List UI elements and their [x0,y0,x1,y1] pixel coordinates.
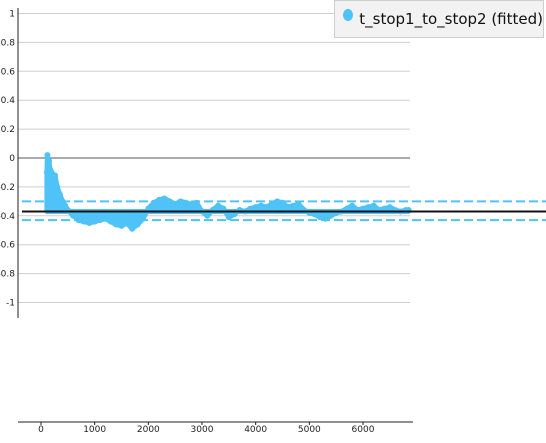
data-point [381,205,388,212]
data-point [349,202,356,209]
y-tick-label: 0.4 [1,96,16,106]
data-point [118,222,125,229]
data-point [247,205,254,212]
data-point [386,204,393,211]
y-tick-label: 0.2 [1,125,15,135]
data-point [44,152,51,159]
data-point [290,202,297,209]
data-point [284,204,291,211]
data-point [129,225,136,232]
y-tick-label: 0 [9,154,15,164]
data-point [220,205,227,212]
data-point [258,202,265,209]
y-tick-label: -0.4 [0,212,15,222]
data-point [188,201,195,208]
x-tick-label: 1000 [83,425,106,435]
x-tick-label: 0 [38,425,44,435]
x-tick-label: 3000 [191,425,214,435]
data-point [295,201,302,208]
data-point [343,205,350,212]
x-tick-label: 4000 [244,425,267,435]
data-point [62,202,69,209]
data-point [231,211,238,218]
data-point [360,205,366,212]
legend[interactable]: t_stop1_to_stop2 (fitted) [334,0,544,38]
y-tick-label: 0.8 [1,38,16,48]
data-point [311,211,318,218]
y-tick-label: -0.8 [0,270,15,280]
y-tick-label: 0.6 [1,67,16,77]
x-tick-label: 5000 [298,425,321,435]
data-point [46,157,53,164]
reference-lines [22,200,546,222]
data-point [317,214,324,221]
x-tick-label: 6000 [352,425,375,435]
x-tick-labels: 0 1000 2000 3000 4000 5000 6000 [38,425,375,435]
x-tick-label: 2000 [137,425,160,435]
legend-label: t_stop1_to_stop2 (fitted) [359,10,543,28]
series-area [43,152,412,232]
data-point [268,201,275,208]
data-point [263,204,270,211]
data-point [370,202,377,209]
data-point [51,172,58,179]
data-point [113,221,120,228]
data-point [123,220,130,227]
legend-marker-icon [343,9,354,21]
data-point [86,220,93,227]
data-point [107,218,114,225]
data-point [70,212,77,219]
data-point [327,212,334,219]
data-point [54,183,61,190]
data-point [225,214,232,221]
data-point [215,202,222,209]
data-point [204,212,211,219]
y-tick-label: -0.2 [0,183,15,193]
data-point [145,205,152,212]
grid-lines [18,13,410,303]
data-point [134,221,141,228]
data-point [172,201,179,208]
y-tick-label: -0.6 [0,241,15,251]
axes [17,8,413,425]
y-tick-label: 1 [9,10,15,20]
data-point [56,191,63,198]
data-point [161,195,168,202]
y-tick-labels: 1 0.8 0.6 0.4 0.2 0 -0.2 -0.4 -0.6 -0.8 -1 [0,10,15,309]
y-tick-label: -1 [6,299,15,309]
data-point [252,204,259,211]
data-point [365,204,372,211]
